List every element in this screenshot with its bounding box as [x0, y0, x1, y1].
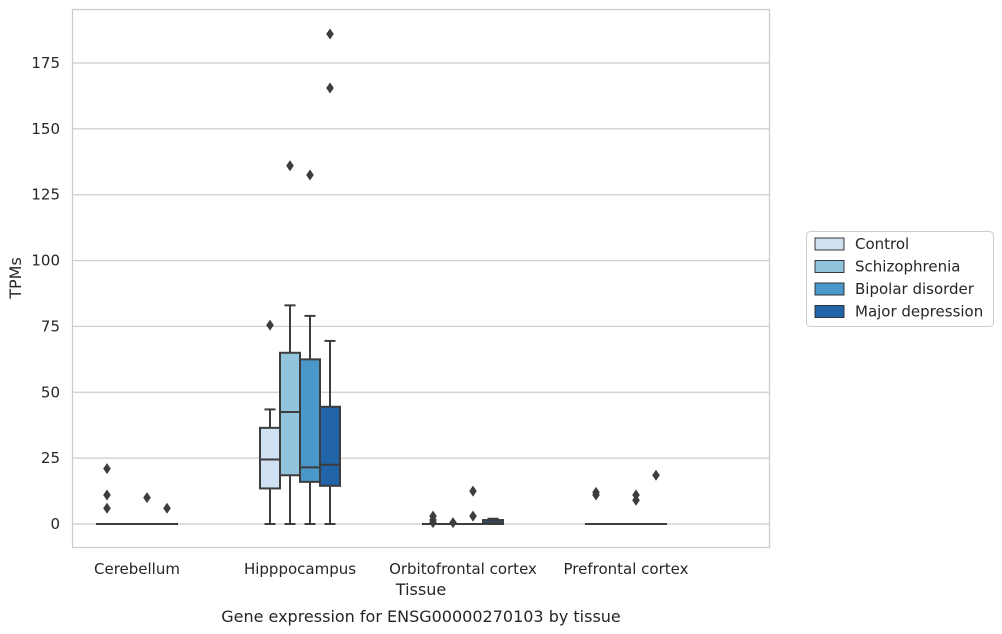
box-0-1 [259, 319, 281, 525]
x-tick-label: Orbitofrontal cortex [389, 560, 537, 578]
box-2-2 [462, 485, 484, 526]
box-body [319, 405, 341, 487]
y-tick-label: 100 [31, 252, 60, 270]
legend: Control Schizophrenia Bipolar disorder Majo… [806, 231, 994, 327]
y-axis-ticks: 0 25 50 75 100 125 150 175 [31, 54, 60, 533]
box-1-1 [279, 160, 301, 525]
box-0-2 [422, 510, 444, 529]
plot-area [96, 28, 667, 529]
box-0-0 [96, 463, 118, 526]
outlier-point [632, 494, 640, 506]
box-0-3 [585, 486, 607, 526]
legend-swatch [814, 305, 845, 318]
outlier-point [429, 517, 437, 529]
box-3-1 [319, 28, 341, 525]
legend-label: Control [855, 235, 909, 253]
outlier-point [103, 463, 111, 475]
outlier-point [469, 485, 477, 497]
box-3-0 [156, 502, 178, 526]
y-tick-label: 175 [31, 54, 60, 72]
legend-frame [806, 231, 994, 327]
outlier-point [103, 489, 111, 501]
plot-frame [71, 8, 771, 549]
box-2-0 [136, 492, 158, 526]
x-tick-label: Cerebellum [94, 560, 180, 578]
legend-swatch [814, 282, 845, 296]
box-body [299, 358, 321, 483]
outlier-point [449, 517, 457, 529]
box-3-2 [482, 517, 504, 526]
legend-label: Schizophrenia [855, 258, 960, 276]
outlier-point [143, 492, 151, 504]
outlier-point [469, 510, 477, 522]
legend-swatch [814, 260, 845, 273]
x-axis-label: Tissue [395, 580, 446, 599]
y-tick-label: 150 [31, 120, 60, 138]
box-2-1 [299, 169, 321, 525]
chart-caption: Gene expression for ENSG00000270103 by t… [221, 607, 621, 626]
y-tick-label: 25 [41, 449, 60, 467]
outlier-point [652, 469, 660, 481]
outlier-point [163, 502, 171, 514]
outlier-point [326, 28, 334, 40]
x-tick-label: Prefrontal cortex [564, 560, 689, 578]
y-axis-label: TPMs [6, 257, 25, 300]
gridlines [72, 62, 769, 525]
legend-label: Major depression [855, 303, 983, 321]
outlier-point [326, 82, 334, 94]
y-tick-label: 0 [50, 515, 60, 533]
outlier-point [266, 319, 274, 331]
box-body [279, 351, 301, 477]
legend-label: Bipolar disorder [855, 280, 975, 298]
y-tick-label: 125 [31, 186, 60, 204]
x-tick-label: Hipppocampus [244, 560, 356, 578]
y-tick-label: 50 [41, 383, 60, 401]
box-2-3 [625, 489, 647, 526]
box-3-3 [645, 469, 667, 526]
legend-swatch [814, 237, 845, 251]
outlier-point [592, 489, 600, 501]
box-body [259, 426, 281, 490]
y-tick-label: 75 [41, 317, 60, 335]
outlier-point [306, 169, 314, 181]
outlier-point [103, 502, 111, 514]
x-axis-ticks: Cerebellum Hipppocampus Orbitofrontal cort… [94, 560, 689, 578]
outlier-point [286, 160, 294, 172]
box-1-2 [442, 517, 464, 529]
